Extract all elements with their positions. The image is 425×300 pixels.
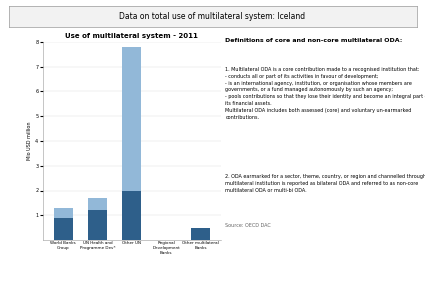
Text: Source: OECD DAC: Source: OECD DAC [225,223,271,227]
Text: Definitions of core and non-core multilateral ODA:: Definitions of core and non-core multila… [225,38,402,43]
Bar [54,208,73,218]
Text: Data on total use of multilateral system: Iceland: Data on total use of multilateral system… [119,12,306,21]
Bar [88,198,107,210]
Bar [122,190,141,240]
Bar [88,210,107,240]
Bar [122,47,141,190]
Text: 2. ODA earmarked for a sector, theme, country, or region and channelled through : 2. ODA earmarked for a sector, theme, co… [225,174,425,193]
Bar [54,218,73,240]
Bar [191,228,210,240]
Text: 1. Multilateral ODA is a core contribution made to a recognised institution that: 1. Multilateral ODA is a core contributi… [225,67,425,120]
Y-axis label: Mio USD million: Mio USD million [28,122,32,160]
Title: Use of multilateral system - 2011: Use of multilateral system - 2011 [65,33,198,39]
